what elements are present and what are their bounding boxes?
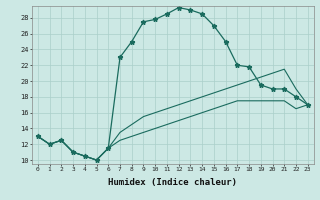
X-axis label: Humidex (Indice chaleur): Humidex (Indice chaleur) — [108, 178, 237, 187]
